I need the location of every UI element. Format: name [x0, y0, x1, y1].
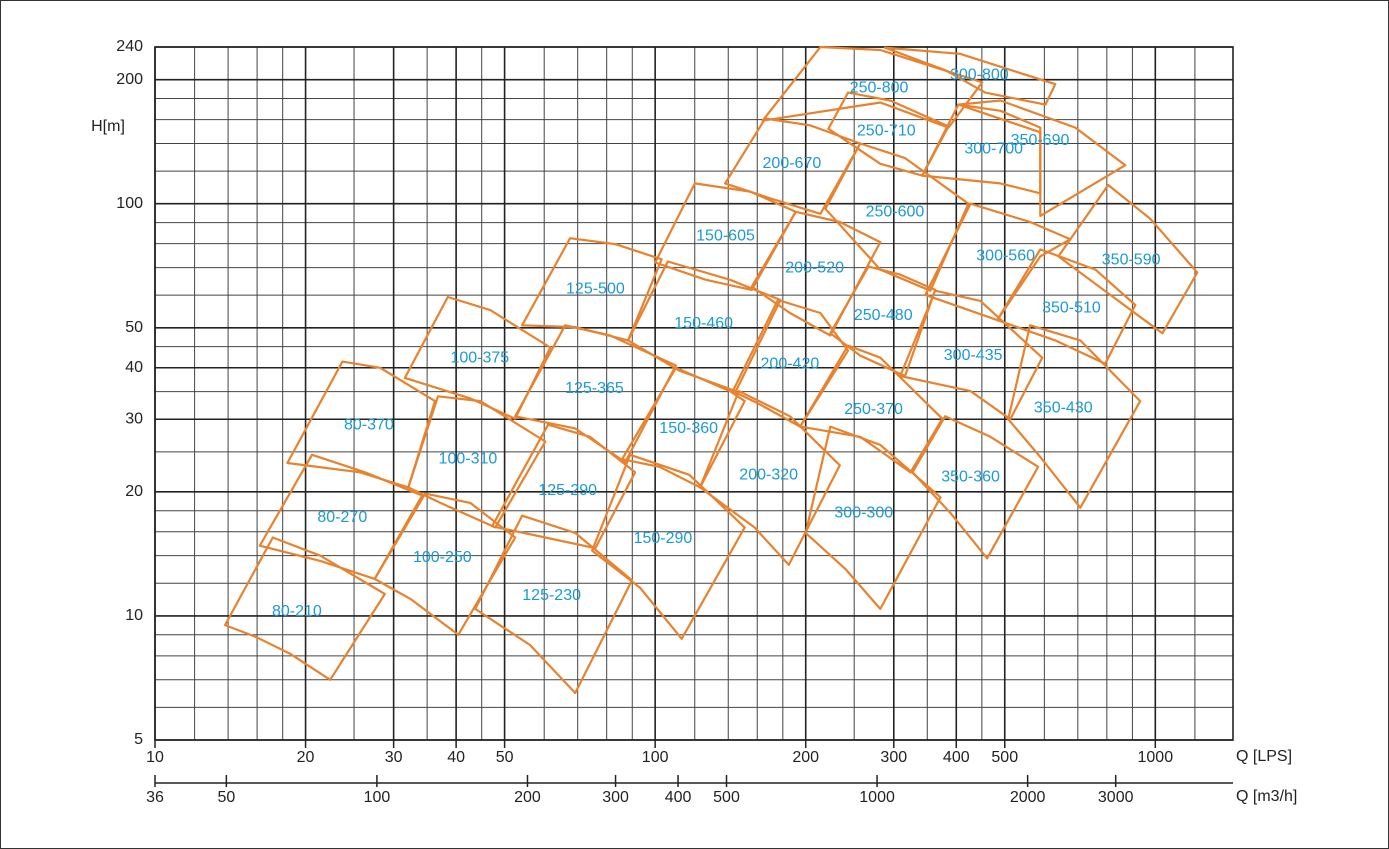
region-label: 300-560: [976, 247, 1035, 264]
x2-tick-label: 3000: [1098, 789, 1134, 806]
y-tick-label: 5: [134, 731, 143, 748]
y-tick-label: 200: [116, 71, 143, 88]
x2-tick-label: 500: [713, 789, 740, 806]
y-tick-label: 30: [125, 410, 143, 427]
region-label: 150-360: [659, 420, 718, 437]
region-label: 80-370: [344, 417, 394, 434]
region-label: 125-290: [538, 482, 597, 499]
region-label: 100-375: [450, 349, 509, 366]
region-label: 250-370: [844, 401, 903, 418]
y-axis-label: H[m]: [91, 118, 125, 135]
pump-region: [996, 248, 1137, 365]
region-label: 100-310: [439, 451, 498, 468]
pump-region: [899, 289, 1044, 421]
region-label: 350-360: [941, 468, 1000, 485]
region-label: 350-690: [1011, 132, 1070, 149]
x-tick-label: 1000: [1138, 749, 1174, 766]
region-label: 300-435: [944, 347, 1003, 364]
x-tick-label: 100: [642, 749, 669, 766]
pump-region: [761, 45, 984, 129]
x-tick-label: 40: [447, 749, 465, 766]
x2-tick-label: 50: [217, 789, 235, 806]
x2-tick-label: 200: [514, 789, 541, 806]
pump-region: [223, 536, 386, 681]
y-tick-label: 100: [116, 195, 143, 212]
y-tick-label: 50: [125, 319, 143, 336]
pump-region: [804, 425, 942, 610]
region-label: 300-300: [834, 504, 893, 521]
x2-tick-label: 300: [602, 789, 629, 806]
pump-region: [731, 298, 850, 428]
region-label: 300-800: [950, 67, 1009, 84]
pump-region: [258, 453, 424, 580]
x2-tick-label: 100: [364, 789, 391, 806]
x2-tick-label: 400: [665, 789, 692, 806]
pump-region: [521, 237, 663, 342]
region-label: 350-510: [1042, 299, 1101, 316]
region-label: 80-270: [317, 509, 367, 526]
region-label: 200-520: [785, 260, 844, 277]
pump-region: [407, 395, 547, 529]
region-label: 350-590: [1102, 251, 1161, 268]
x2-tick-label: 1000: [859, 789, 895, 806]
pump-region: [750, 210, 882, 337]
region-label: 150-290: [634, 530, 693, 547]
region-label: 200-420: [761, 356, 820, 373]
pump-region: [286, 360, 437, 489]
pump-region: [591, 453, 746, 640]
x2-tick-label: 36: [146, 789, 164, 806]
pump-region: [699, 390, 841, 566]
pump-region: [373, 492, 517, 636]
x-tick-label: 20: [297, 749, 315, 766]
y-tick-label: 40: [125, 359, 143, 376]
x-tick-label: 50: [496, 749, 514, 766]
region-label: 200-670: [763, 155, 822, 172]
x-tick-label: 10: [146, 749, 164, 766]
pump-region: [824, 142, 970, 292]
x-tick-label: 30: [385, 749, 403, 766]
region-label: 125-500: [566, 280, 625, 297]
region-label: 125-365: [565, 380, 624, 397]
region-label: 150-605: [696, 228, 755, 245]
pump-region: [1057, 183, 1199, 335]
region-label: 250-480: [854, 307, 913, 324]
pump-region: [403, 295, 552, 420]
x-axis-label: Q [LPS]: [1236, 748, 1292, 765]
region-label: 150-460: [674, 315, 733, 332]
y-tick-label: 240: [116, 38, 143, 55]
x-tick-label: 200: [792, 749, 819, 766]
region-label: 350-430: [1034, 400, 1093, 417]
plot-border: [154, 46, 1234, 741]
pump-region: [957, 99, 1127, 217]
y-tick-label: 20: [125, 483, 143, 500]
pump-region: [911, 415, 1040, 560]
region-label: 300-700: [964, 140, 1023, 157]
pump-region: [883, 46, 1057, 106]
region-label: 250-600: [866, 204, 925, 221]
pump-region: [491, 423, 637, 550]
region-label: 100-250: [413, 549, 472, 566]
pump-region: [514, 324, 677, 464]
x-tick-label: 500: [991, 749, 1018, 766]
x2-axis-label: Q [m3/h]: [1236, 788, 1297, 805]
region-label: 80-210: [272, 603, 322, 620]
pump-region: [1007, 324, 1142, 509]
region-label: 250-800: [850, 80, 909, 97]
x-tick-label: 400: [943, 749, 970, 766]
region-label: 200-320: [739, 467, 798, 484]
y-tick-label: 10: [125, 607, 143, 624]
x2-tick-label: 2000: [1010, 789, 1046, 806]
region-label: 125-230: [522, 587, 581, 604]
x-tick-label: 300: [880, 749, 907, 766]
region-label: 250-710: [857, 123, 916, 140]
